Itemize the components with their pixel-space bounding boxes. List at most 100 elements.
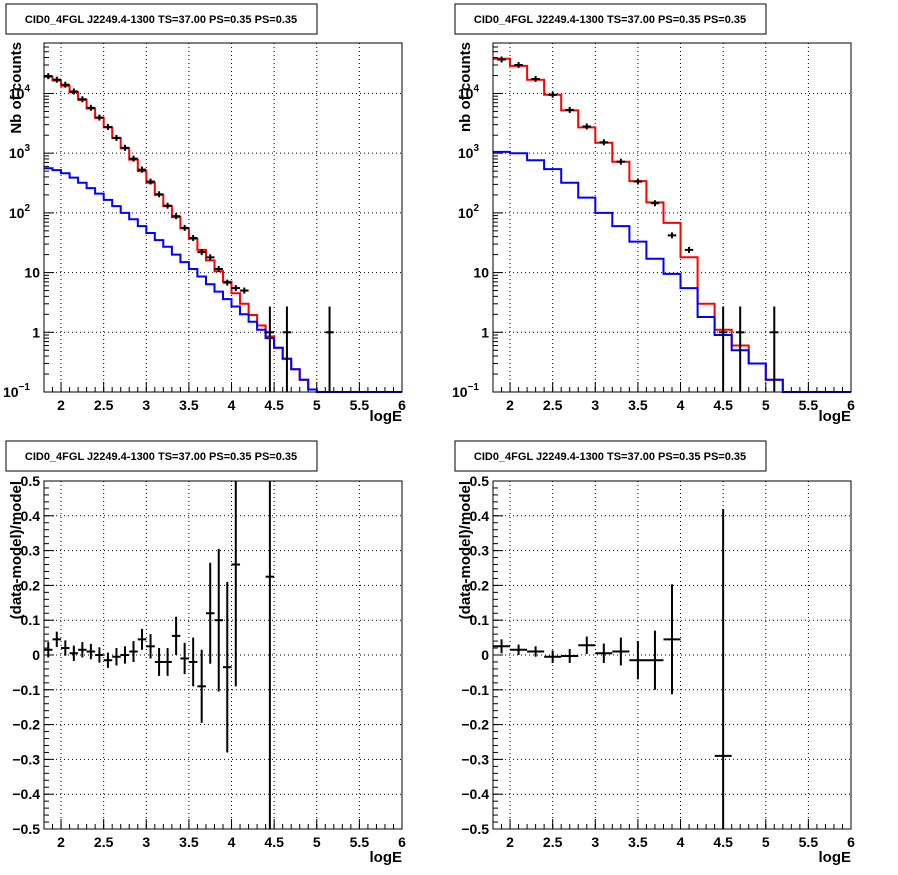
data-point [129, 155, 138, 162]
data-point [78, 96, 87, 103]
data-point [103, 652, 113, 668]
data-point [770, 306, 779, 392]
x-axis-label: logE [370, 408, 403, 425]
data-point [527, 646, 545, 657]
x-tick-label: 6 [847, 397, 855, 413]
x-tick-label: 5 [313, 834, 321, 850]
data-point [69, 645, 79, 661]
data-point [565, 106, 574, 113]
x-tick-label: 4.5 [264, 397, 284, 413]
data-point [171, 213, 181, 220]
plot-frame [492, 42, 852, 393]
y-tick-label: 10−1 [3, 382, 30, 400]
data-point [714, 508, 732, 829]
x-tick-label: 5 [313, 397, 321, 413]
data-point [120, 646, 130, 664]
x-tick-label: 5 [762, 834, 770, 850]
data-point [214, 548, 223, 692]
plot-frame [43, 42, 403, 393]
data-point [493, 639, 511, 654]
data-point [595, 643, 613, 664]
data-point [548, 91, 557, 98]
x-axis-label: logE [819, 849, 852, 866]
data-point [578, 636, 596, 654]
plot-title: CID0_4FGL J2249.4-1300 TS=37.00 PS=0.35 … [474, 14, 746, 26]
data-point [197, 249, 206, 256]
data-point [44, 73, 53, 80]
y-tick-label: −0.5 [461, 821, 489, 837]
data-point [265, 481, 275, 829]
x-axis-label: logE [370, 849, 403, 866]
y-tick-label: 10−1 [452, 382, 479, 400]
x-tick-label: 3.5 [179, 834, 199, 850]
plot-area: 2 2.5 3 3.5 4 4.5 5 5.5 6 −0.5 −0.4 −0.3 −0.2 −0.1 0 0.… [461, 473, 855, 850]
data-point [180, 224, 189, 231]
x-tick-label: 6 [398, 397, 406, 413]
y-tick-label: 10 [24, 265, 40, 281]
data-point [582, 123, 592, 130]
data-point [650, 200, 660, 207]
y-tick-label: 103 [9, 143, 31, 161]
plot-area: 2 2.5 3 3.5 4 4.5 5 5.5 6 10−1 1 10 102 103 104 [3, 42, 406, 413]
data-point [646, 630, 664, 690]
pad-top-left: CID0_4FGL J2249.4-1300 TS=37.00 PS=0.35 … [3, 3, 406, 425]
data-point [44, 642, 53, 658]
pad-top-right: CID0_4FGL J2249.4-1300 TS=37.00 PS=0.35 … [452, 3, 855, 425]
y-tick-label: −0.4 [461, 786, 489, 802]
data-point [197, 649, 206, 723]
data-point [171, 616, 181, 655]
x-tick-label: 5 [762, 397, 770, 413]
y-tick-label: 102 [9, 203, 31, 221]
y-tick-label: 0.4 [470, 508, 490, 524]
data-point [146, 178, 155, 185]
y-tick-label: −0.5 [12, 821, 40, 837]
data-point [163, 202, 172, 209]
plot-frame [492, 480, 852, 830]
data-point [137, 166, 147, 173]
data-point [61, 640, 70, 656]
x-tick-label: 5.5 [350, 834, 370, 850]
data-point [154, 191, 164, 198]
x-tick-label: 3 [142, 834, 150, 850]
x-tick-label: 2 [506, 834, 514, 850]
x-tick-label: 4 [228, 397, 236, 413]
y-axis-label: (data-model)/model [8, 481, 25, 619]
y-tick-label: 0.4 [21, 508, 41, 524]
x-tick-label: 3 [142, 397, 150, 413]
plot-area: 2 2.5 3 3.5 4 4.5 5 5.5 6 −0.5 −0.4 −0.3 −0.2 −0.1 0 0.… [12, 473, 406, 850]
y-tick-label: 0.3 [470, 543, 490, 559]
y-tick-label: 0 [481, 647, 489, 663]
data-point [616, 158, 626, 165]
data-point [240, 287, 249, 294]
title-box [5, 3, 318, 35]
title-box [454, 440, 767, 472]
data-point [137, 628, 147, 650]
data-point [95, 647, 104, 663]
x-tick-label: 3 [591, 834, 599, 850]
x-tick-label: 5.5 [799, 834, 819, 850]
plot-area: 2 2.5 3 3.5 4 4.5 5 5.5 6 10−1 1 10 102 103 104 [452, 42, 855, 413]
data-point [69, 88, 79, 95]
data-point [325, 306, 334, 392]
data-point [180, 642, 189, 675]
data-point [282, 306, 292, 392]
data-point [188, 637, 198, 687]
y-axis-label: Nb of counts [8, 42, 25, 134]
x-tick-label: 3.5 [628, 834, 648, 850]
data-point [612, 637, 630, 666]
x-tick-label: 6 [847, 834, 855, 850]
y-tick-label: 0.1 [470, 612, 490, 628]
y-axis-label: (data-model)/model [457, 481, 474, 619]
title-box [5, 440, 318, 472]
data-point [633, 178, 643, 185]
y-tick-label: 0 [32, 647, 40, 663]
y-tick-label: 104 [458, 83, 480, 101]
data-point [205, 254, 215, 261]
data-point [120, 144, 130, 151]
data-point [154, 648, 164, 676]
data-point [718, 306, 728, 392]
y-tick-label: 0.3 [21, 543, 41, 559]
x-tick-label: 3 [591, 397, 599, 413]
data-point [95, 114, 104, 121]
